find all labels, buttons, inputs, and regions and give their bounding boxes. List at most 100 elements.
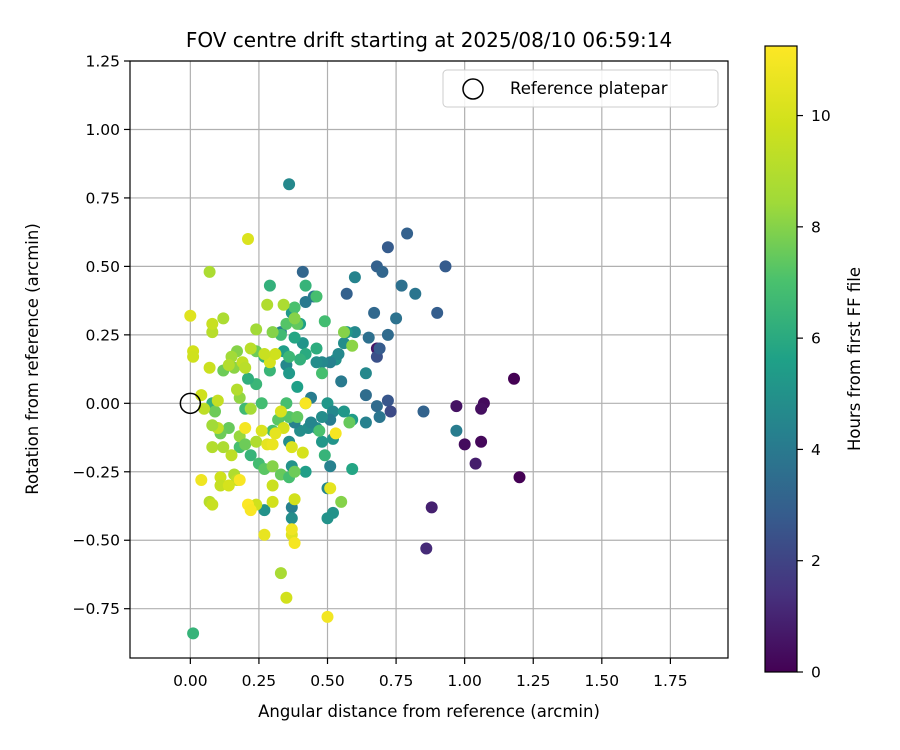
x-tick-label: 0.75 (379, 672, 414, 690)
data-point (458, 438, 471, 451)
x-tick-label: 1.75 (653, 672, 688, 690)
data-point (335, 375, 348, 388)
data-point (244, 449, 257, 462)
data-point (340, 287, 353, 300)
plot-background (130, 61, 728, 658)
colorbar-tick-label: 6 (811, 330, 821, 348)
data-point (288, 493, 301, 506)
data-point (266, 495, 279, 508)
data-point (209, 405, 221, 418)
data-point (239, 422, 252, 434)
colorbar-title: Hours from first FF file (845, 267, 864, 451)
data-point (198, 402, 211, 415)
data-point (222, 359, 235, 371)
data-point (255, 424, 268, 437)
data-point (244, 342, 257, 355)
data-point (299, 397, 312, 410)
legend-marker-icon (462, 78, 484, 100)
data-point (250, 435, 263, 448)
data-point (239, 361, 252, 374)
data-point (346, 339, 359, 352)
data-point (244, 402, 257, 415)
data-point (280, 591, 293, 604)
data-point (203, 265, 216, 278)
data-point (329, 427, 342, 440)
data-point (368, 306, 381, 319)
data-point (321, 512, 334, 525)
data-point (359, 389, 372, 402)
data-point (475, 435, 488, 448)
data-point (395, 279, 408, 292)
data-point (288, 537, 301, 549)
data-point (316, 411, 328, 423)
x-tick-label: 0.50 (310, 672, 345, 690)
colorbar: 0 2 4 6 8 10 Hours from first FF file (764, 45, 864, 682)
data-point (277, 298, 290, 311)
y-tick-label: −0.50 (73, 532, 121, 550)
data-point (348, 326, 361, 339)
data-point (206, 498, 219, 511)
data-point (469, 457, 482, 470)
data-point (222, 479, 235, 492)
data-point (211, 394, 224, 407)
y-tick-label: 0.75 (85, 189, 120, 207)
data-point (244, 504, 257, 517)
data-point (324, 482, 337, 495)
data-point (376, 265, 389, 278)
data-point (266, 479, 279, 492)
data-point (296, 446, 309, 459)
data-point (285, 512, 298, 525)
data-point (318, 449, 331, 462)
reference-point-marker (179, 392, 202, 415)
data-point (313, 424, 326, 437)
x-tick-label: 1.50 (585, 672, 620, 690)
data-point (217, 441, 230, 454)
data-point (338, 405, 350, 418)
data-point (294, 353, 307, 366)
y-tick-label: −0.75 (73, 600, 121, 618)
data-points (184, 178, 526, 640)
colorbar-tick-label: 2 (811, 552, 821, 570)
data-point (321, 610, 334, 623)
data-point (420, 542, 433, 555)
data-point (206, 317, 219, 330)
data-point (288, 465, 301, 478)
x-tick-label: 1.00 (447, 672, 482, 690)
data-point (381, 328, 394, 341)
data-point (384, 405, 397, 418)
colorbar-gradient (764, 45, 798, 673)
data-point (316, 367, 328, 380)
data-point (285, 523, 298, 536)
legend: Reference platepar (442, 69, 719, 108)
data-point (390, 312, 403, 325)
data-point (335, 495, 348, 508)
data-point (203, 361, 216, 374)
data-point (184, 309, 197, 322)
data-point (324, 460, 337, 473)
data-point (263, 279, 276, 292)
colorbar-tick-label: 4 (811, 441, 821, 459)
data-point (409, 287, 422, 300)
data-point (475, 402, 488, 415)
y-tick-label: 0.00 (85, 395, 120, 413)
data-point (348, 271, 361, 284)
data-point (206, 419, 219, 432)
data-point (242, 372, 254, 385)
data-point (373, 411, 386, 423)
data-point (513, 471, 526, 484)
data-point (263, 364, 276, 377)
data-point (274, 405, 287, 418)
legend-label: Reference platepar (510, 79, 668, 98)
data-point (258, 528, 271, 541)
data-point (324, 356, 337, 369)
data-point (508, 372, 520, 385)
data-point (359, 416, 372, 429)
x-axis-title: Angular distance from reference (arcmin) (258, 702, 600, 721)
data-point (233, 474, 246, 486)
y-tick-label: 0.25 (85, 326, 120, 344)
data-point (217, 312, 230, 325)
data-point (266, 460, 279, 473)
colorbar-tick-label: 0 (811, 664, 821, 682)
x-axis-ticks: 0.00 0.25 0.50 0.75 1.00 1.25 1.50 1.75 (173, 658, 688, 690)
